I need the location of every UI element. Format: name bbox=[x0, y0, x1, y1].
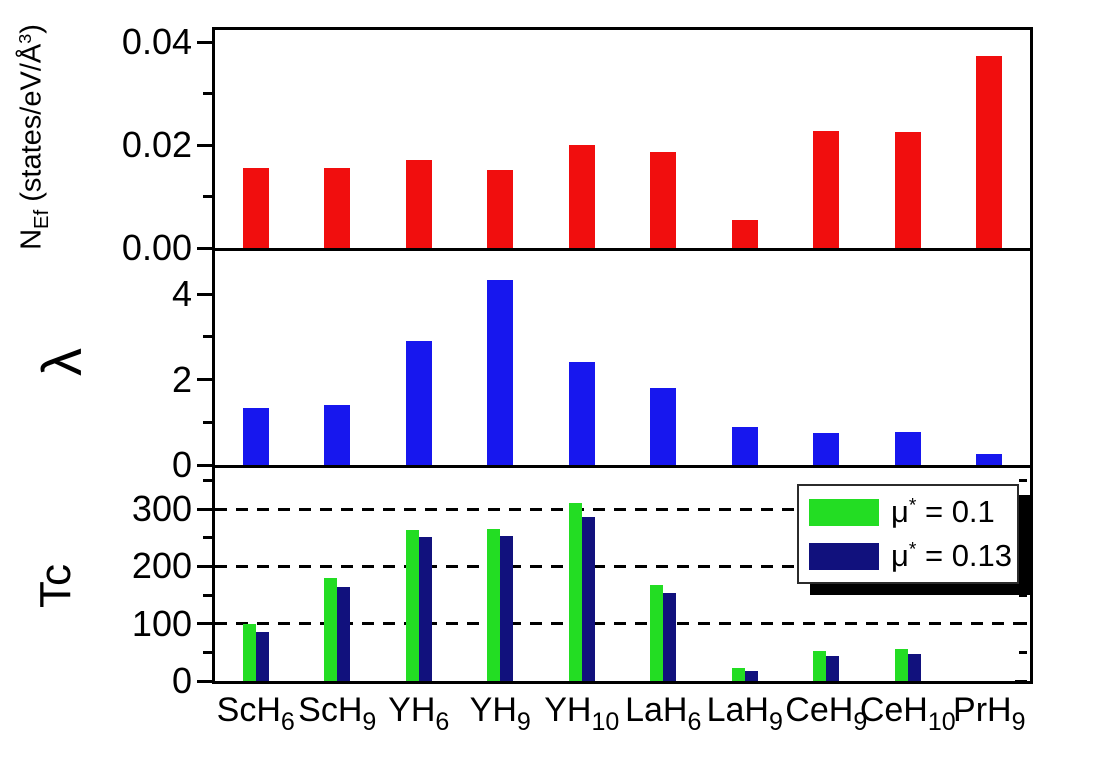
y-minor-tick-nef bbox=[203, 92, 212, 96]
legend-swatch-0 bbox=[809, 498, 879, 526]
y-tick-nef-0.02 bbox=[197, 143, 212, 147]
bar-lambda-CeH9 bbox=[813, 432, 840, 465]
bar-nef-YH6 bbox=[405, 159, 432, 248]
y-tick-label-nef-0.00: 0.00 bbox=[121, 227, 192, 268]
gridline-100 bbox=[215, 622, 1030, 626]
bar-tc-series0-ScH6 bbox=[242, 623, 256, 681]
y-minor-tick-tc bbox=[203, 478, 212, 482]
y-axis-label-tc: Tc bbox=[31, 564, 80, 608]
y-tick-label-lambda-4: 4 bbox=[171, 273, 192, 315]
bar-tc-series1-ScH6 bbox=[255, 632, 269, 681]
y-tick-tc-0 bbox=[197, 679, 212, 683]
bar-lambda-LaH9 bbox=[731, 427, 758, 465]
y-tick-label-nef-0.04: 0.04 bbox=[121, 21, 192, 63]
y-tick-label-tc-200: 200 bbox=[131, 545, 192, 587]
bar-nef-YH9 bbox=[487, 170, 514, 248]
y-tick-label-lambda-0: 0 bbox=[171, 444, 192, 485]
bar-nef-CeH9 bbox=[813, 130, 840, 248]
bar-lambda-ScH9 bbox=[324, 405, 351, 465]
x-category-label-ScH9: ScH9 bbox=[298, 691, 377, 736]
bar-nef-ScH9 bbox=[324, 167, 351, 248]
bar-nef-YH10 bbox=[568, 145, 595, 248]
bar-nef-LaH6 bbox=[650, 152, 677, 248]
bar-tc-series0-CeH9 bbox=[813, 651, 827, 681]
bar-tc-series0-LaH9 bbox=[731, 667, 745, 681]
y-axis-label-lambda: λ bbox=[30, 348, 93, 376]
y-tick-lambda-4 bbox=[197, 292, 212, 296]
bar-lambda-ScH6 bbox=[242, 408, 269, 465]
bar-tc-series0-YH9 bbox=[487, 528, 501, 681]
y-tick-nef-0.04 bbox=[197, 40, 212, 44]
legend-item-1: μ* = 0.13 bbox=[809, 539, 1012, 573]
x-category-label-ScH6: ScH6 bbox=[216, 691, 295, 736]
y-tick-label-tc-300: 300 bbox=[131, 488, 192, 530]
x-category-label-CeH10: CeH10 bbox=[859, 691, 956, 736]
bar-tc-series1-LaH6 bbox=[663, 592, 677, 681]
bar-nef-LaH9 bbox=[731, 220, 758, 248]
y-minor-tick-tc bbox=[203, 593, 212, 597]
gridline-300 bbox=[215, 507, 1030, 511]
bar-lambda-CeH10 bbox=[894, 431, 921, 465]
x-category-label-YH9: YH9 bbox=[469, 691, 531, 736]
y-tick-nef-0.00 bbox=[197, 246, 212, 250]
bar-tc-series0-YH10 bbox=[568, 503, 582, 681]
y-minor-tick-right-tc bbox=[1019, 478, 1027, 482]
legend-swatch-1 bbox=[809, 542, 879, 570]
y-tick-label-tc-100: 100 bbox=[131, 602, 192, 644]
bar-lambda-YH10 bbox=[568, 362, 595, 465]
y-tick-tc-300 bbox=[197, 507, 212, 511]
x-category-label-LaH6: LaH6 bbox=[625, 691, 702, 736]
x-category-label-YH10: YH10 bbox=[544, 691, 620, 736]
legend-item-0: μ* = 0.1 bbox=[809, 494, 1007, 529]
y-minor-tick-nef bbox=[203, 195, 212, 199]
legend-label-1: μ* = 0.13 bbox=[891, 538, 1013, 574]
y-tick-label-tc-0: 0 bbox=[171, 660, 192, 701]
y-tick-label-nef-0.02: 0.02 bbox=[121, 124, 192, 166]
x-category-label-CeH9: CeH9 bbox=[785, 691, 868, 736]
bar-tc-series1-CeH10 bbox=[907, 654, 921, 681]
y-tick-right-tc-200 bbox=[1015, 564, 1027, 568]
bar-lambda-YH6 bbox=[405, 341, 432, 465]
y-minor-tick-tc bbox=[203, 536, 212, 540]
x-category-label-LaH9: LaH9 bbox=[706, 691, 783, 736]
bar-tc-series1-LaH9 bbox=[744, 671, 758, 681]
bar-tc-series0-YH6 bbox=[405, 529, 419, 681]
y-tick-lambda-0 bbox=[197, 463, 212, 467]
legend-label-0: μ* = 0.1 bbox=[891, 494, 995, 529]
y-tick-right-tc-300 bbox=[1015, 507, 1027, 511]
bar-nef-PrH9 bbox=[976, 56, 1003, 248]
bar-tc-series0-CeH10 bbox=[894, 648, 908, 681]
x-category-label-YH6: YH6 bbox=[388, 691, 450, 736]
bar-tc-series1-ScH9 bbox=[337, 587, 351, 681]
y-minor-tick-lambda bbox=[203, 335, 212, 339]
y-tick-lambda-2 bbox=[197, 378, 212, 382]
gridline-200 bbox=[215, 564, 1030, 568]
y-minor-tick-right-tc bbox=[1019, 593, 1027, 597]
y-minor-tick-right-tc bbox=[1019, 650, 1027, 654]
y-axis-label-nef: NEf (states/eV/Å3) bbox=[14, 24, 53, 250]
bar-lambda-YH9 bbox=[487, 280, 514, 465]
y-tick-right-tc-0 bbox=[1015, 679, 1027, 683]
bar-nef-CeH10 bbox=[894, 131, 921, 248]
y-tick-tc-200 bbox=[197, 564, 212, 568]
bar-nef-ScH6 bbox=[242, 168, 269, 248]
y-tick-right-tc-100 bbox=[1015, 622, 1027, 626]
y-minor-tick-tc bbox=[203, 650, 212, 654]
y-minor-tick-right-tc bbox=[1019, 536, 1027, 540]
bar-lambda-LaH6 bbox=[650, 388, 677, 465]
y-tick-label-lambda-2: 2 bbox=[171, 358, 192, 400]
bar-tc-series1-YH6 bbox=[418, 537, 432, 681]
bar-tc-series1-YH9 bbox=[500, 536, 514, 681]
bar-tc-series1-CeH9 bbox=[826, 656, 840, 681]
y-minor-tick-lambda bbox=[203, 420, 212, 424]
bar-tc-series1-YH10 bbox=[581, 516, 595, 681]
x-category-label-PrH9: PrH9 bbox=[953, 691, 1026, 736]
bar-tc-series0-ScH9 bbox=[324, 577, 338, 681]
legend: μ* = 0.1 μ* = 0.13 bbox=[797, 484, 1019, 585]
bar-lambda-PrH9 bbox=[976, 454, 1003, 465]
y-tick-tc-100 bbox=[197, 622, 212, 626]
bar-tc-series0-LaH6 bbox=[650, 584, 664, 681]
